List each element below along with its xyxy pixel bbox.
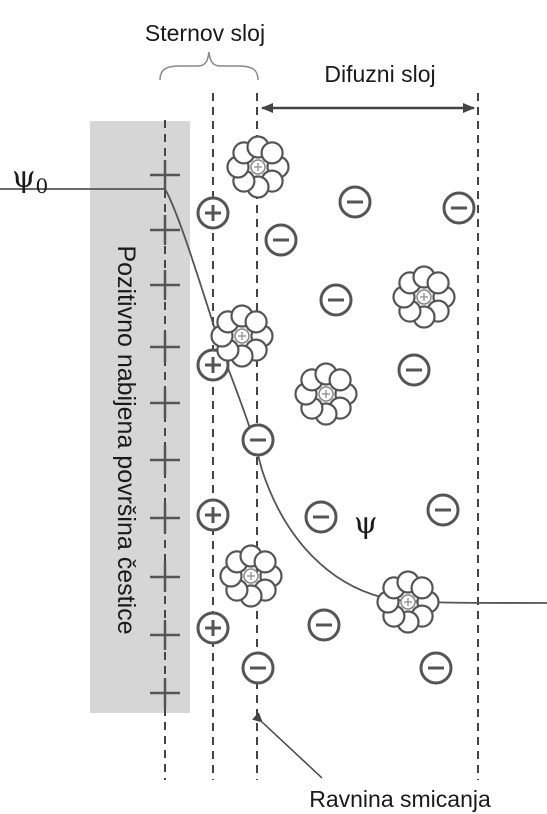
cation-ion: [196, 498, 230, 532]
psi0-label: ψ0: [12, 160, 48, 198]
plus-charge: [150, 160, 180, 190]
surface-label: Pozitivno nabijena površina čestice: [112, 245, 140, 634]
hydrated-ion-cluster: [210, 304, 274, 368]
shear-plane-pointer: [252, 712, 323, 779]
cation-ion: [196, 196, 230, 230]
anion-ion: [304, 500, 338, 534]
anion-ion: [397, 353, 431, 387]
plus-charge: [150, 503, 180, 533]
anion-ion: [426, 493, 460, 527]
plus-charge: [150, 332, 180, 362]
particle-surface: [90, 121, 190, 713]
plus-charge: [150, 388, 180, 418]
anion-ion: [419, 651, 453, 685]
hydrated-ion-cluster: [219, 544, 283, 608]
plus-charge: [150, 562, 180, 592]
hydrated-ion-cluster: [392, 265, 456, 329]
psi-label: ψ: [354, 506, 378, 541]
anion-ion: [338, 185, 372, 219]
hydrated-ion-cluster: [376, 570, 440, 634]
plus-charge: [150, 270, 180, 300]
stern-layer-brace: [159, 51, 259, 81]
psi0-subscript: 0: [36, 174, 49, 198]
hydrated-clusters: [210, 135, 456, 634]
diffuse-layer-label: Difuzni sloj: [324, 61, 435, 87]
diffuse-anions: [241, 185, 476, 685]
cation-ion: [196, 611, 230, 645]
anion-ion: [264, 223, 298, 257]
anion-ion: [307, 608, 341, 642]
hydrated-ion-cluster: [294, 362, 358, 426]
plus-charge: [150, 445, 180, 475]
anion-ion: [319, 283, 353, 317]
anion-ion: [442, 191, 476, 225]
plus-charge: [150, 620, 180, 650]
shear-plane-label: Ravnina smicanja: [309, 786, 491, 812]
hydrated-ion-cluster: [226, 135, 290, 199]
plus-charge: [150, 215, 180, 245]
anion-ion: [241, 423, 275, 457]
plus-charge: [150, 678, 180, 708]
surface-positive-charges: [150, 160, 180, 708]
stern-layer-label: Sternov sloj: [145, 20, 265, 46]
psi0-symbol: ψ: [12, 160, 36, 195]
anion-ion: [241, 651, 275, 685]
stern-cations: [196, 196, 230, 645]
